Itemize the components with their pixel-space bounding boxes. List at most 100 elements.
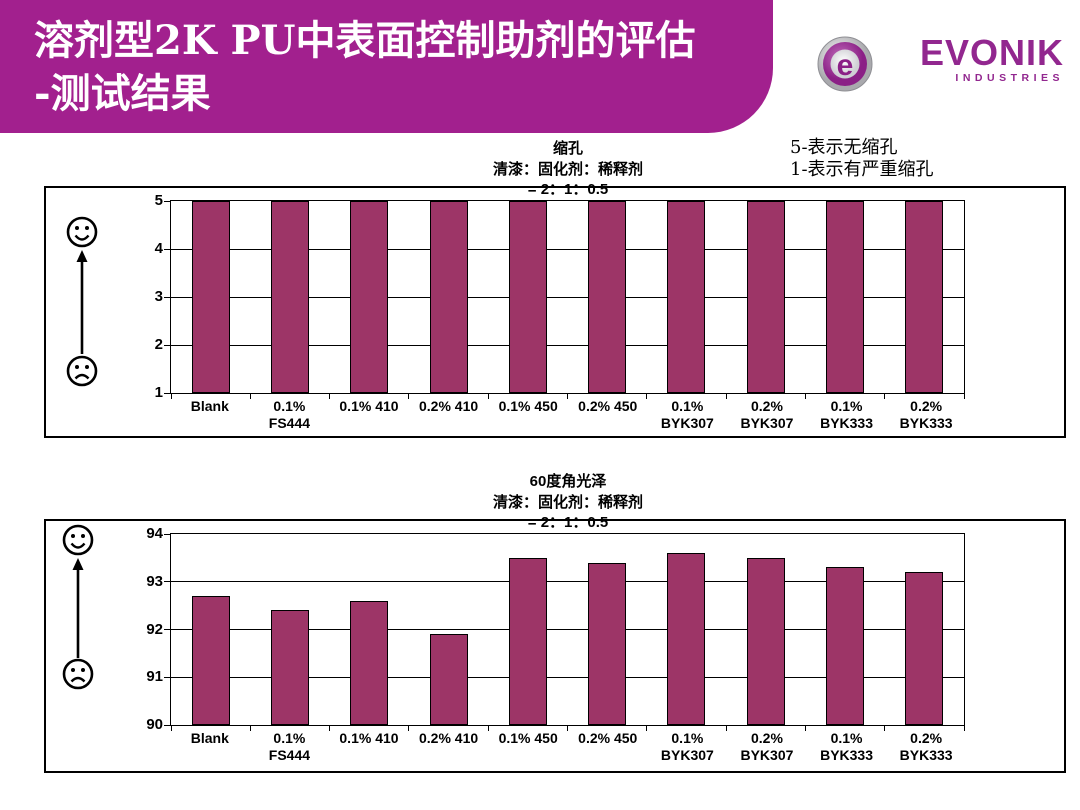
x-axis-label: 0.2% BYK307 — [727, 730, 807, 764]
x-axis-tick — [725, 393, 727, 399]
y-axis-tick — [164, 676, 171, 678]
x-axis-label-line1: 0.2% 410 — [418, 730, 479, 746]
y-axis-label: 1 — [154, 384, 163, 401]
x-axis-label: 0.2% BYK333 — [886, 730, 966, 764]
bar — [826, 201, 865, 393]
x-axis-label: 0.1% 450 — [488, 730, 568, 764]
gridline — [171, 296, 964, 298]
bar — [746, 201, 785, 393]
x-axis-label-line1: 0.2% 410 — [418, 398, 479, 414]
happy-face-icon — [62, 524, 94, 556]
evonik-wordmark: EVONIK INDUSTRIES — [884, 32, 1064, 85]
x-axis-label: Blank — [170, 730, 250, 764]
x-axis-label-line1: 0.2% — [910, 730, 943, 746]
bar — [588, 201, 627, 393]
evonik-logo: e EVONIK INDUSTRIES — [816, 33, 1066, 103]
bar — [429, 201, 468, 393]
chart1-title-line1: 缩孔 — [552, 140, 583, 157]
x-axis-tick — [329, 393, 331, 399]
score-legend-note: 5-表示无缩孔 1-表示有严重缩孔 — [790, 137, 934, 181]
slide-title: 溶剂型2K PU中表面控制助剂的评估 -测试结果 — [34, 14, 695, 120]
x-axis-label: 0.2% 410 — [409, 398, 489, 432]
gloss-chart: 90 91 92 93 94 Blank 0.1% FS444 0.1% 410 0.2% … — [44, 519, 1066, 773]
x-axis-label-line1: 0.2% 450 — [578, 730, 638, 746]
y-axis-label: 90 — [146, 716, 163, 733]
y-axis-label: 2 — [154, 336, 163, 353]
x-axis-label: 0.1% 410 — [329, 730, 409, 764]
cratering-plot-area: 1 2 3 4 5 — [155, 192, 965, 401]
y-axis-label: 3 — [154, 288, 163, 305]
chart2-title-line2: 清漆：固化剂：稀释剂 — [492, 493, 643, 511]
x-axis-label-line1: 0.2% — [910, 398, 943, 414]
score-legend-line2: 1-表示有严重缩孔 — [790, 159, 934, 180]
y-axis-tick — [164, 248, 171, 250]
x-axis-label: 0.2% 410 — [409, 730, 489, 764]
x-axis-label-line1: Blank — [190, 398, 229, 414]
header-banner: 溶剂型2K PU中表面控制助剂的评估 -测试结果 — [0, 0, 773, 133]
bar — [905, 572, 944, 725]
x-axis-label-line1: 0.1% 410 — [339, 730, 399, 746]
x-axis-label-line1: 0.1% 450 — [498, 398, 558, 414]
chart2-title: 60度角光泽 清漆：固化剂：稀释剂 = 2：1：0.5 — [170, 472, 966, 534]
bar — [746, 557, 785, 725]
x-axis-label-line2 — [488, 747, 568, 764]
x-axis-label-line2 — [170, 747, 250, 764]
y-axis-tick — [164, 533, 171, 535]
x-axis-tick — [487, 725, 489, 731]
x-axis-label-line2: BYK307 — [740, 415, 794, 431]
x-axis-tick — [249, 725, 251, 731]
x-axis-label-line2: BYK333 — [820, 747, 873, 763]
x-axis-label-line2: FS444 — [268, 415, 311, 431]
y-axis-label: 92 — [146, 620, 163, 638]
bar — [191, 201, 230, 393]
chart2-title-line3: = 2：1：0.5 — [527, 514, 609, 531]
y-axis-tick — [164, 392, 171, 394]
y-axis-tick — [164, 629, 171, 630]
x-axis-label-line2 — [568, 415, 648, 432]
score-legend-line1: 5-表示无缩孔 — [790, 137, 898, 158]
y-axis-tick — [164, 581, 171, 583]
chart1-score-scale — [66, 216, 98, 387]
bar — [429, 634, 468, 725]
bar — [350, 600, 389, 725]
chart2-title-line1: 60度角光泽 — [529, 473, 607, 490]
x-axis-tick — [646, 393, 648, 399]
x-axis-label-line2: BYK333 — [899, 415, 953, 431]
x-axis-label-line2: BYK333 — [899, 747, 953, 763]
y-axis-tick — [164, 724, 171, 726]
bar — [270, 610, 309, 725]
bar — [508, 557, 547, 725]
bar — [588, 562, 627, 725]
x-axis-label: 0.1% 450 — [488, 398, 568, 432]
x-axis-label-line1: 0.1% — [671, 398, 704, 414]
y-axis-tick — [164, 200, 171, 202]
bar — [350, 201, 389, 393]
gridline — [171, 629, 964, 630]
x-axis-label-line2 — [329, 415, 409, 432]
x-axis-tick — [804, 725, 806, 731]
x-axis-tick — [884, 725, 886, 731]
x-axis-tick — [329, 725, 331, 731]
x-axis-label-line2: BYK307 — [660, 747, 714, 763]
x-axis-tick — [725, 725, 727, 731]
x-axis-tick — [884, 393, 886, 399]
x-axis-label-line2 — [170, 415, 250, 432]
gridline — [171, 248, 964, 250]
x-axis-label: 0.2% BYK333 — [886, 398, 966, 432]
x-axis-tick — [170, 725, 172, 731]
x-axis-label: 0.1% BYK333 — [807, 730, 887, 764]
x-axis-label-line1: 0.2% — [750, 398, 783, 414]
evonik-brand-text: EVONIK — [919, 32, 1064, 73]
y-axis-label: 94 — [146, 525, 163, 542]
bar — [270, 201, 309, 393]
sad-face-icon — [66, 355, 98, 387]
x-axis-label-line2 — [568, 747, 648, 764]
gridline — [171, 344, 964, 346]
y-axis-label: 5 — [154, 192, 163, 209]
x-axis-label-line1: 0.2% 450 — [578, 398, 638, 414]
x-axis-label: 0.2% 450 — [568, 398, 648, 432]
bar — [508, 201, 547, 393]
x-axis-label-line2 — [409, 415, 489, 432]
